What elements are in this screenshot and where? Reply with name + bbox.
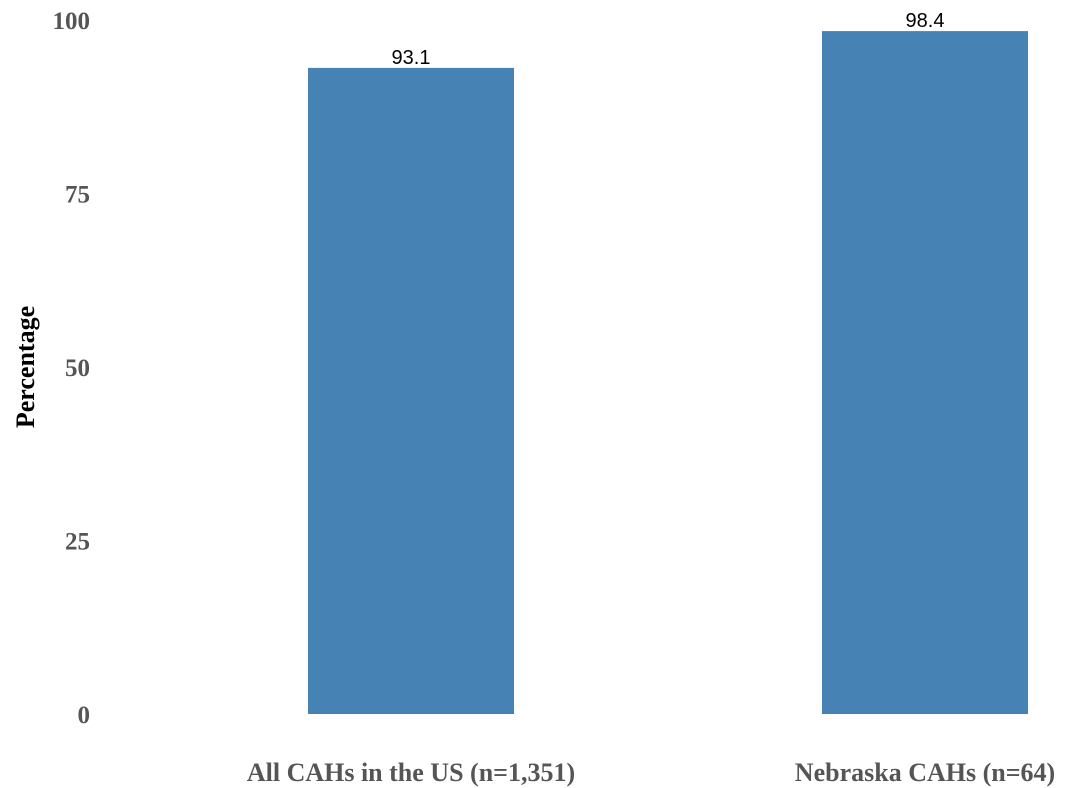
y-tick-label: 25 [65,529,90,556]
bar-value-label: 98.4 [906,10,945,32]
y-axis-ticks: 0 25 50 75 100 [53,8,91,729]
bar [822,31,1028,714]
bar-value-label: 93.1 [392,47,431,69]
x-category-label: Nebraska CAHs (n=64) [795,758,1055,787]
y-tick-label: 100 [53,8,91,35]
data-labels: 93.1 98.4 [392,10,945,69]
bar [308,67,514,715]
x-category-label: All CAHs in the US (n=1,351) [247,758,575,787]
bars [308,31,1028,715]
y-tick-label: 50 [65,355,90,382]
y-tick-label: 75 [65,182,90,209]
y-tick-label: 0 [78,702,91,729]
y-axis-title: Percentage [11,306,40,428]
x-axis-categories: All CAHs in the US (n=1,351) Nebraska CAH… [247,758,1055,787]
